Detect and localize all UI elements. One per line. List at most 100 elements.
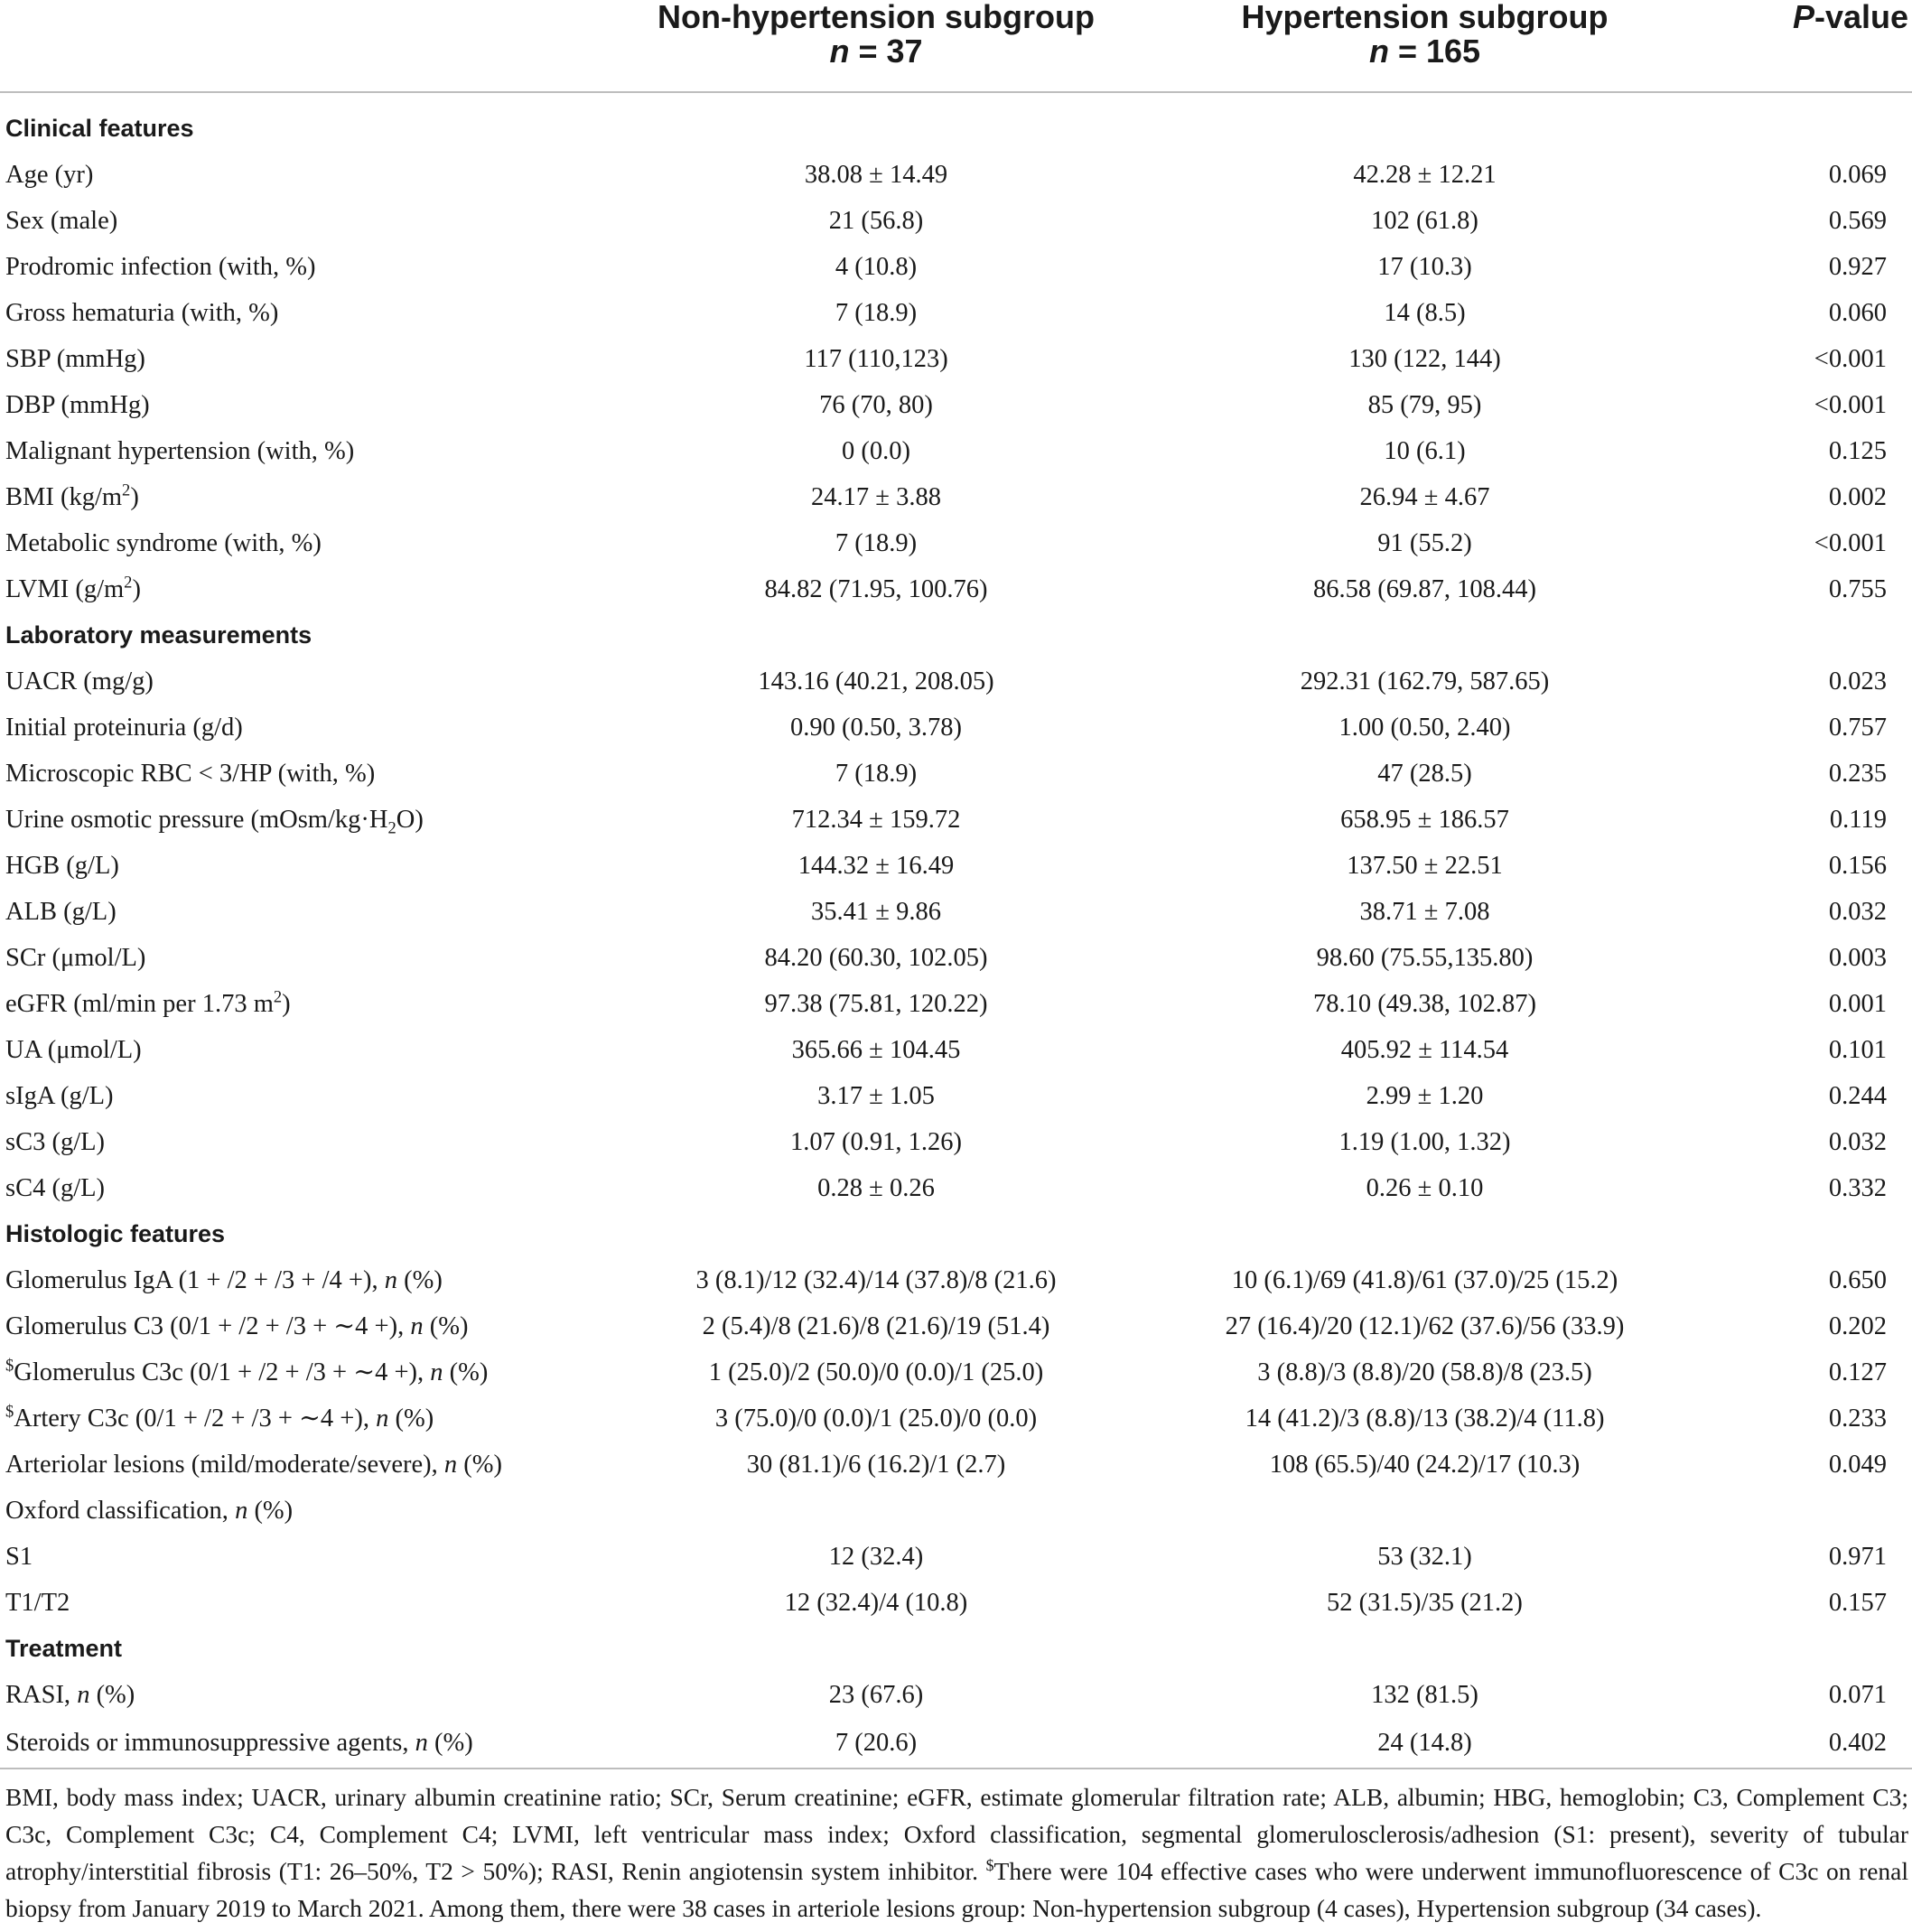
table-row: UA (μmol/L) 365.66 ± 104.45 405.92 ± 114.5… xyxy=(0,1027,1912,1073)
row-label: Sex (male) xyxy=(5,207,118,235)
hypertension-value: 108 (65.5)/40 (24.2)/17 (10.3) xyxy=(1269,1451,1581,1479)
non-hypertension-value: 143.16 (40.21, 208.05) xyxy=(758,667,994,695)
row-label: BMI (kg/m2) xyxy=(5,481,139,511)
row-label: sC4 (g/L) xyxy=(5,1174,106,1202)
non-hypertension-value: 84.82 (71.95, 100.76) xyxy=(764,575,988,603)
table-row: BMI (kg/m2) 24.17 ± 3.88 26.94 ± 4.67 0.002 xyxy=(0,474,1912,520)
p-value: 0.650 xyxy=(1828,1266,1887,1294)
row-label: $Artery C3c (0/1 + /2 + /3 + ∼4 +), n (%… xyxy=(5,1402,434,1433)
hypertension-value: 292.31 (162.79, 587.65) xyxy=(1300,667,1550,695)
table-row: ALB (g/L) 35.41 ± 9.86 38.71 ± 7.08 0.032 xyxy=(0,889,1912,935)
table-row: S1 12 (32.4) 53 (32.1) 0.971 xyxy=(0,1534,1912,1580)
p-value: 0.023 xyxy=(1828,667,1887,695)
table-row: Sex (male) 21 (56.8) 102 (61.8) 0.569 xyxy=(0,198,1912,244)
hypertension-value: 53 (32.1) xyxy=(1377,1543,1472,1571)
table-row: LVMI (g/m2) 84.82 (71.95, 100.76) 86.58 (6… xyxy=(0,566,1912,612)
non-hypertension-value: 0 (0.0) xyxy=(842,437,910,465)
row-label: Urine osmotic pressure (mOsm/kg·H2O) xyxy=(5,806,424,838)
row-label: HGB (g/L) xyxy=(5,852,119,880)
hypertension-value: 47 (28.5) xyxy=(1377,760,1472,788)
hypertension-value: 405.92 ± 114.54 xyxy=(1340,1036,1509,1064)
non-hypertension-value: 12 (32.4) xyxy=(828,1543,924,1571)
p-value: 0.244 xyxy=(1828,1082,1887,1110)
table-row: Urine osmotic pressure (mOsm/kg·H2O) 712.… xyxy=(0,797,1912,843)
hypertension-value: 0.26 ± 0.10 xyxy=(1366,1174,1484,1202)
header-p-value: P-value xyxy=(1730,0,1912,93)
header-row: Non-hypertension subgroup n = 37 Hyperte… xyxy=(0,0,1912,93)
p-value: 0.235 xyxy=(1828,760,1887,788)
row-label: DBP (mmHg) xyxy=(5,391,150,419)
row-label: SBP (mmHg) xyxy=(5,345,145,373)
row-label: Malignant hypertension (with, %) xyxy=(5,437,355,465)
non-hypertension-value: 0.90 (0.50, 3.78) xyxy=(790,714,962,742)
table-row: sC3 (g/L) 1.07 (0.91, 1.26) 1.19 (1.00, 1.… xyxy=(0,1119,1912,1165)
non-hypertension-value: 84.20 (60.30, 102.05) xyxy=(764,944,988,972)
p-value: 0.927 xyxy=(1828,253,1887,281)
p-value: 0.569 xyxy=(1828,207,1887,235)
hypertension-value: 85 (79, 95) xyxy=(1367,391,1482,419)
non-hypertension-value: 7 (18.9) xyxy=(835,529,918,557)
header-non-hypertension-n: n = 37 xyxy=(829,33,923,70)
header-hypertension-title: Hypertension subgroup xyxy=(1241,0,1609,35)
row-label: eGFR (ml/min per 1.73 m2) xyxy=(5,987,291,1018)
p-value: 0.402 xyxy=(1730,1718,1912,1769)
non-hypertension-value: 365.66 ± 104.45 xyxy=(791,1036,961,1064)
hypertension-value xyxy=(1120,1488,1730,1534)
p-value: 0.125 xyxy=(1828,437,1887,465)
row-label: Glomerulus C3 (0/1 + /2 + /3 + ∼4 +), n … xyxy=(5,1312,469,1340)
table-row: Glomerulus C3 (0/1 + /2 + /3 + ∼4 +), n … xyxy=(0,1303,1912,1349)
header-hypertension-n: n = 165 xyxy=(1368,33,1481,70)
row-label: S1 xyxy=(5,1543,33,1571)
p-value: 0.001 xyxy=(1828,990,1887,1018)
non-hypertension-value: 4 (10.8) xyxy=(835,253,918,281)
hypertension-value: 24 (14.8) xyxy=(1120,1718,1730,1769)
table-row: HGB (g/L) 144.32 ± 16.49 137.50 ± 22.51 0.1… xyxy=(0,843,1912,889)
hypertension-value: 102 (61.8) xyxy=(1371,207,1478,235)
p-value xyxy=(1730,1488,1912,1534)
p-value: 0.060 xyxy=(1828,299,1887,327)
hypertension-value: 38.71 ± 7.08 xyxy=(1359,898,1490,926)
p-value: 0.971 xyxy=(1828,1543,1887,1571)
hypertension-value: 52 (31.5)/35 (21.2) xyxy=(1327,1589,1523,1617)
row-label: $Glomerulus C3c (0/1 + /2 + /3 + ∼4 +), … xyxy=(5,1356,489,1386)
non-hypertension-value xyxy=(632,1488,1120,1534)
row-label: T1/T2 xyxy=(5,1589,70,1617)
non-hypertension-value: 712.34 ± 159.72 xyxy=(791,806,961,834)
hypertension-value: 1.19 (1.00, 1.32) xyxy=(1338,1128,1511,1156)
hypertension-value: 14 (41.2)/3 (8.8)/13 (38.2)/4 (11.8) xyxy=(1245,1405,1605,1433)
non-hypertension-value: 3 (75.0)/0 (0.0)/1 (25.0)/0 (0.0) xyxy=(714,1405,1038,1433)
hypertension-value: 98.60 (75.55,135.80) xyxy=(1316,944,1534,972)
non-hypertension-value: 3 (8.1)/12 (32.4)/14 (37.8)/8 (21.6) xyxy=(695,1266,1057,1294)
p-value: 0.156 xyxy=(1828,852,1887,880)
row-label: UACR (mg/g) xyxy=(5,667,154,695)
p-value: <0.001 xyxy=(1814,529,1887,557)
row-label: Glomerulus IgA (1 + /2 + /3 + /4 +), n (… xyxy=(5,1266,443,1294)
hypertension-value: 10 (6.1) xyxy=(1384,437,1466,465)
non-hypertension-value: 0.28 ± 0.26 xyxy=(817,1174,935,1202)
table-row: DBP (mmHg) 76 (70, 80) 85 (79, 95) <0.001 xyxy=(0,382,1912,428)
row-label: Arteriolar lesions (mild/moderate/severe… xyxy=(5,1451,503,1479)
p-value: 0.755 xyxy=(1828,575,1887,603)
header-blank xyxy=(0,0,632,93)
non-hypertension-value: 1.07 (0.91, 1.26) xyxy=(790,1128,962,1156)
non-hypertension-value: 2 (5.4)/8 (21.6)/8 (21.6)/19 (51.4) xyxy=(702,1312,1050,1340)
non-hypertension-value: 3.17 ± 1.05 xyxy=(817,1082,935,1110)
non-hypertension-value: 7 (18.9) xyxy=(835,760,918,788)
non-hypertension-value: 24.17 ± 3.88 xyxy=(811,483,941,511)
section-title: Histologic features xyxy=(5,1220,226,1247)
hypertension-value: 91 (55.2) xyxy=(1377,529,1472,557)
non-hypertension-value: 76 (70, 80) xyxy=(819,391,933,419)
hypertension-value: 3 (8.8)/3 (8.8)/20 (58.8)/8 (23.5) xyxy=(1257,1358,1592,1386)
table-row: eGFR (ml/min per 1.73 m2) 97.38 (75.81, 1… xyxy=(0,981,1912,1027)
table-row: Prodromic infection (with, %) 4 (10.8) 17 … xyxy=(0,244,1912,290)
row-label: Age (yr) xyxy=(5,161,94,189)
hypertension-value: 2.99 ± 1.20 xyxy=(1366,1082,1484,1110)
table-row: $Artery C3c (0/1 + /2 + /3 + ∼4 +), n (%… xyxy=(0,1395,1912,1442)
row-label: SCr (μmol/L) xyxy=(5,944,146,972)
hypertension-value: 78.10 (49.38, 102.87) xyxy=(1313,990,1536,1018)
table-row: Malignant hypertension (with, %) 0 (0.0) 1… xyxy=(0,428,1912,474)
row-label: Metabolic syndrome (with, %) xyxy=(5,529,322,557)
non-hypertension-value: 23 (67.6) xyxy=(828,1681,924,1709)
header-non-hypertension: Non-hypertension subgroup n = 37 xyxy=(632,0,1120,93)
non-hypertension-value: 97.38 (75.81, 120.22) xyxy=(764,990,988,1018)
